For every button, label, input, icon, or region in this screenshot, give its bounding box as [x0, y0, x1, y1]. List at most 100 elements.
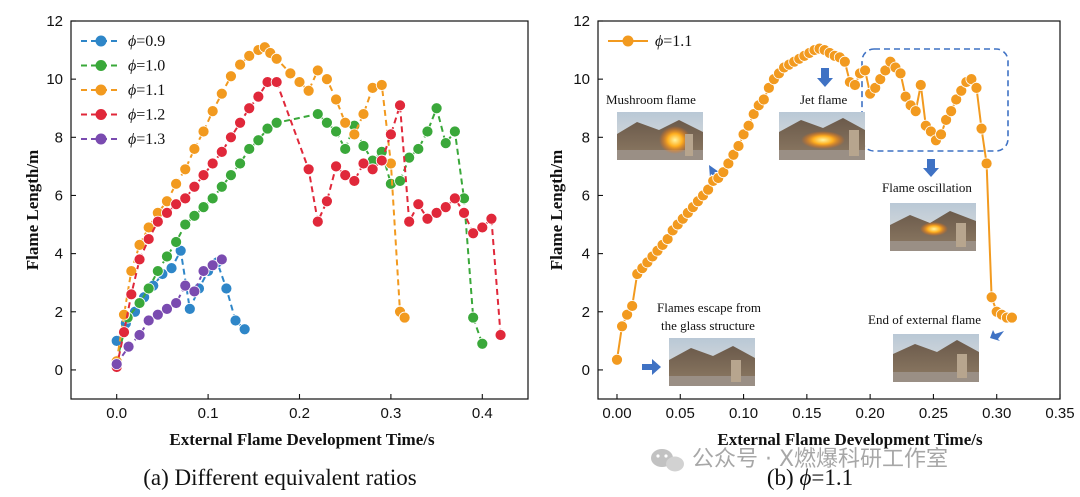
oscillation-box [861, 48, 1009, 152]
chart-a-xlabel: External Flame Development Time/s [169, 430, 435, 449]
legend-marker [622, 35, 634, 47]
data-point [330, 160, 342, 173]
data-point [179, 279, 192, 292]
data-point [161, 250, 173, 263]
data-point [375, 154, 388, 167]
data-point [133, 297, 146, 309]
data-point [394, 99, 406, 112]
chart-a-caption: (a) Different equivalent ratios [143, 465, 417, 490]
data-point [243, 143, 256, 155]
legend-marker [95, 35, 107, 47]
data-point [110, 358, 123, 371]
y-tick-label: 6 [55, 187, 63, 204]
data-point [311, 215, 324, 228]
x-tick-label: 0.4 [472, 405, 493, 422]
chart-a-series [110, 41, 507, 373]
chart-b-caption-suffix: =1.1 [811, 465, 853, 490]
y-tick-label: 10 [573, 71, 590, 88]
data-point [899, 90, 912, 103]
data-point [206, 192, 219, 205]
series-ϕ=1.3 [110, 253, 228, 371]
data-point [161, 207, 173, 219]
data-point [234, 58, 246, 71]
chart-b-caption-prefix: (b) [767, 465, 800, 490]
watermark-text: 公众号 · X燃爆科研工作室 [692, 447, 948, 472]
data-point [330, 125, 342, 138]
data-point [849, 79, 861, 91]
legend-label: ϕ=1.1 [655, 33, 692, 50]
data-point [838, 55, 851, 68]
data-point [869, 81, 882, 94]
data-point [975, 122, 988, 135]
data-point [980, 157, 993, 170]
x-tick-label: 0.3 [380, 405, 401, 422]
series-line [115, 104, 484, 362]
data-point [243, 102, 256, 115]
chart-b-x-ticks: 0.00 0.05 0.10 0.15 0.20 0.25 0.30 0.35 [602, 394, 1075, 422]
data-point [225, 70, 237, 83]
photo-end-of-external-flame [893, 334, 979, 382]
data-point [348, 175, 361, 187]
series-ϕ=1.2 [110, 76, 507, 373]
annotation-arrows [642, 68, 1004, 375]
data-point [215, 145, 228, 158]
data-point [339, 143, 352, 155]
wechat-icon [651, 449, 684, 472]
data-point [179, 163, 192, 176]
data-point [945, 105, 958, 118]
data-point [118, 326, 130, 339]
photo-flame-oscillation [890, 203, 976, 251]
data-point [1006, 311, 1018, 324]
data-point [339, 116, 352, 129]
legend-marker [95, 109, 107, 120]
annotation-flame-oscillation: Flame oscillation [882, 180, 972, 195]
legend-marker [95, 60, 107, 71]
data-point [375, 79, 388, 91]
data-point [430, 102, 443, 115]
chart-b-y-ticks: 0 2 4 6 8 10 12 [573, 13, 603, 379]
data-point [732, 140, 745, 152]
chart-a-x-ticks: 0.0 0.1 0.2 0.3 0.4 [106, 394, 493, 422]
data-point [170, 198, 183, 211]
data-point [229, 314, 242, 327]
data-point [330, 93, 342, 106]
data-point [702, 183, 715, 196]
data-point [151, 265, 164, 277]
data-point [238, 323, 251, 336]
chart-b-caption: (b) ϕ=1.1 [767, 465, 853, 490]
series-line [115, 81, 502, 368]
data-point [485, 212, 498, 225]
data-point [252, 90, 265, 103]
data-point [909, 105, 922, 118]
data-point [476, 221, 489, 234]
y-tick-label: 0 [55, 362, 63, 379]
data-point [762, 81, 775, 94]
data-point [188, 209, 201, 222]
y-tick-label: 12 [573, 13, 590, 30]
data-point [252, 134, 265, 147]
data-point [151, 215, 164, 228]
data-point [747, 108, 760, 120]
chart-a-ylabel: Flame Length/m [23, 150, 42, 270]
x-tick-label: 0.30 [982, 405, 1011, 422]
data-point [122, 340, 135, 353]
data-point [494, 329, 507, 341]
x-tick-label: 0.1 [198, 405, 219, 422]
chart-b-series [611, 42, 1018, 366]
data-point [125, 265, 138, 277]
data-point [611, 353, 623, 366]
legend-label: ϕ=1.2 [128, 107, 165, 124]
data-point [467, 311, 480, 324]
y-tick-label: 2 [582, 304, 590, 321]
y-tick-label: 10 [46, 71, 63, 88]
data-point [270, 116, 283, 129]
data-point [311, 64, 324, 77]
data-point [727, 148, 740, 161]
data-point [742, 119, 755, 132]
chart-b-caption-phi: ϕ [799, 465, 811, 490]
data-point [142, 314, 155, 327]
data-point [215, 180, 228, 193]
x-tick-label: 0.05 [666, 405, 695, 422]
data-point [421, 212, 434, 225]
data-point [661, 233, 674, 245]
